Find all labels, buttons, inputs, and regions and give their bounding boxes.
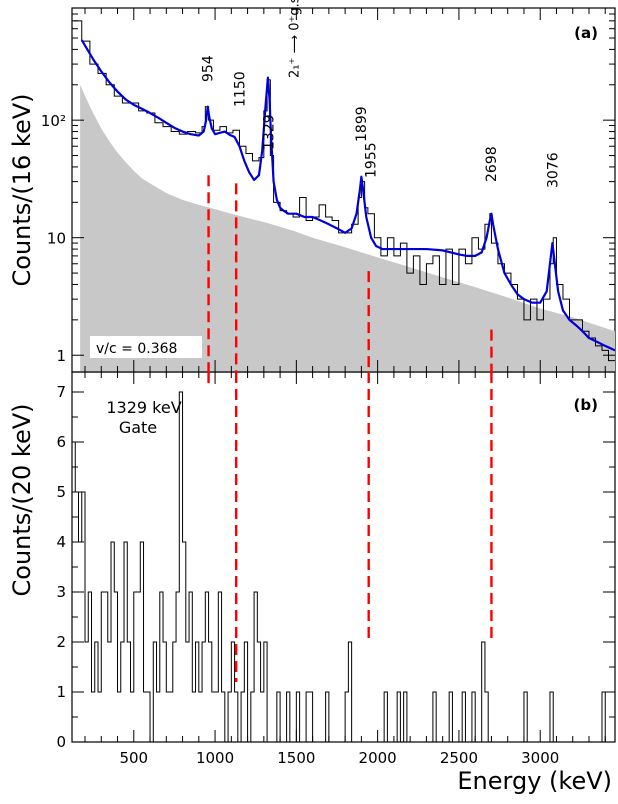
panel-a-label: (a): [574, 24, 598, 42]
background-fill: [80, 84, 615, 372]
x-tick-label: 3000: [521, 749, 559, 767]
x-tick-label: 1500: [277, 749, 315, 767]
y-tick-label: 3: [56, 583, 66, 601]
y-tick-label: 7: [56, 383, 66, 401]
y-tick-label: 2: [56, 633, 66, 651]
panel-b-label: (b): [574, 396, 598, 414]
panel-a: 1 10 10² (a) Counts/(16 keV) v/c = 0.368 9…: [8, 0, 616, 373]
panel-a-plot-area: [73, 20, 615, 372]
panel-b-ylabel: Counts/(20 keV): [8, 404, 36, 597]
x-tick-label: 2500: [440, 749, 478, 767]
transition-label: 2₁⁺ ⟶ 0⁺g.s.: [288, 0, 303, 78]
panel-a-ylabel: Counts/(16 keV): [8, 94, 36, 287]
panel-b-plot-area: [72, 391, 609, 743]
gate-label-line1: 1329 keV: [106, 398, 181, 417]
y-tick-label: 5: [56, 483, 66, 501]
y-tick-label: 6: [56, 433, 66, 451]
marker-lines: [207, 175, 493, 682]
gate-label-line2: Gate: [119, 418, 157, 437]
peak-label: 1329: [262, 114, 278, 150]
peak-label: 954: [201, 55, 217, 82]
velocity-annotation-box: [90, 336, 202, 358]
x-tick-label: 2000: [359, 749, 397, 767]
y-tick-label: 10²: [41, 112, 66, 130]
fit-curve: [80, 39, 615, 352]
y-tick-label: 0: [56, 733, 66, 751]
peak-label: 1899: [354, 106, 370, 142]
x-axis-label: Energy (keV): [457, 767, 612, 795]
y-tick-label: 1: [56, 347, 66, 365]
peak-label: 1955: [363, 142, 379, 178]
peak-label: 1150: [232, 71, 248, 107]
velocity-annotation: v/c = 0.368: [96, 341, 177, 357]
peak-label: 2698: [484, 146, 500, 182]
panel-b: 0 1 2 3 4 5 6 7 500 1000 1500 2000 2500 3000 (b) 1329…: [8, 371, 616, 795]
y-tick-label: 10: [47, 230, 66, 248]
x-tick-label: 500: [119, 749, 148, 767]
panel-a-axes: 1 10 10²: [41, 7, 615, 372]
y-tick-label: 1: [56, 683, 66, 701]
y-tick-label: 4: [56, 533, 66, 551]
x-tick-label: 1000: [196, 749, 234, 767]
peak-label: 3076: [546, 152, 562, 188]
panel-b-axes: 0 1 2 3 4 5 6 7 500 1000 1500 2000 2500 3000: [56, 372, 615, 767]
panel-b-histogram: [72, 391, 609, 743]
